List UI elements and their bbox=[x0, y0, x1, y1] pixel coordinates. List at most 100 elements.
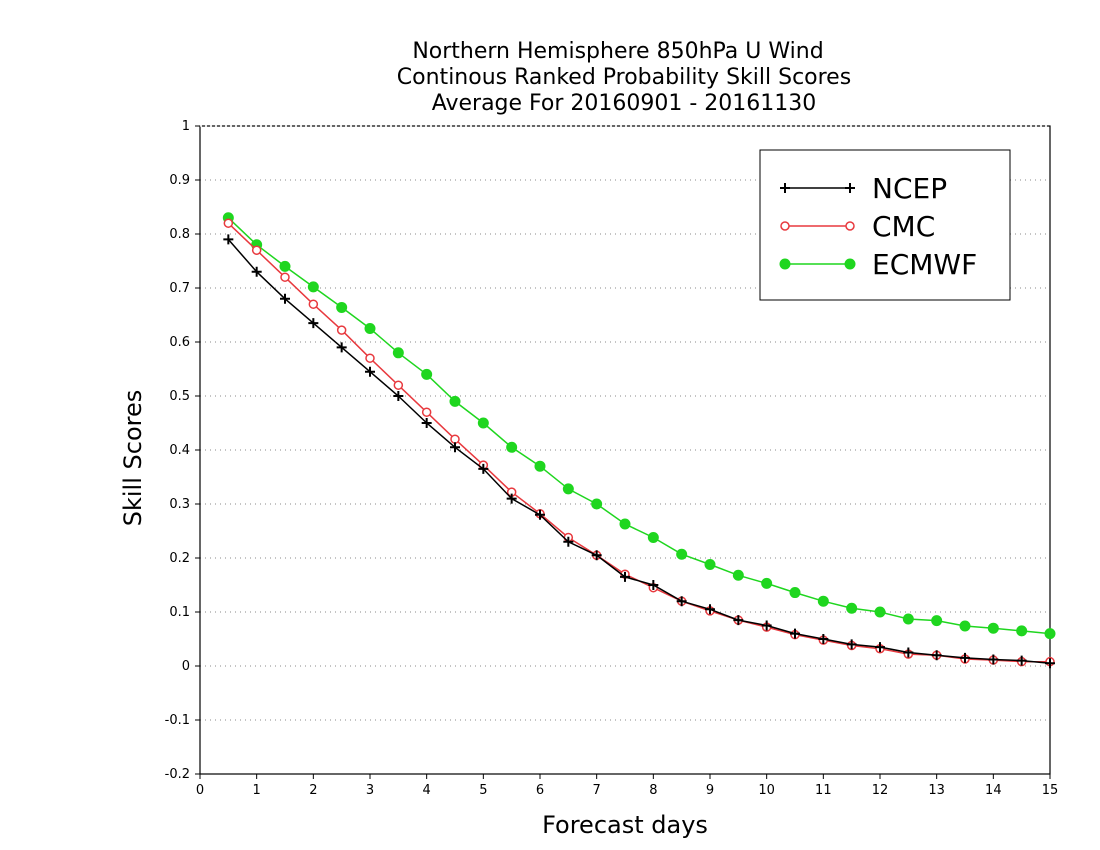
data-point bbox=[818, 634, 829, 644]
data-point bbox=[591, 498, 603, 510]
x-tick-label: 14 bbox=[985, 783, 1002, 798]
data-point bbox=[280, 293, 290, 304]
y-tick-label: 0.4 bbox=[169, 443, 190, 458]
x-tick-label: 0 bbox=[196, 783, 204, 798]
data-point bbox=[902, 613, 914, 625]
data-point bbox=[780, 221, 790, 231]
data-point bbox=[705, 604, 715, 615]
y-tick-label: -0.1 bbox=[165, 713, 190, 728]
legend-label: ECMWF bbox=[872, 248, 977, 281]
data-point bbox=[591, 550, 602, 561]
data-point bbox=[845, 221, 855, 231]
data-point bbox=[959, 620, 971, 632]
gridlines bbox=[200, 179, 1050, 721]
y-axis-label: Skill Scores bbox=[119, 390, 147, 527]
data-point bbox=[534, 460, 546, 472]
x-tick-label: 10 bbox=[758, 783, 775, 798]
data-point bbox=[931, 650, 942, 661]
data-point bbox=[364, 323, 376, 334]
data-point bbox=[563, 536, 574, 547]
legend-item-ncep: NCEP bbox=[780, 172, 947, 205]
data-point bbox=[931, 615, 943, 627]
legend-label: NCEP bbox=[872, 172, 947, 205]
y-tick-label: 0 bbox=[182, 659, 190, 674]
data-point bbox=[780, 183, 790, 193]
data-point bbox=[1016, 655, 1027, 666]
data-point bbox=[987, 622, 999, 634]
series-layer bbox=[222, 212, 1056, 669]
y-tick-label: 0.3 bbox=[169, 497, 190, 512]
data-point bbox=[393, 391, 404, 401]
data-point bbox=[846, 639, 857, 650]
series-line bbox=[227, 238, 1051, 665]
title-line-2: Continous Ranked Probability Skill Score… bbox=[397, 65, 851, 90]
data-point bbox=[1045, 658, 1055, 669]
y-tick-label: 0.8 bbox=[169, 227, 190, 242]
data-point bbox=[648, 580, 659, 590]
data-point bbox=[647, 531, 659, 543]
data-point bbox=[960, 652, 970, 663]
data-point bbox=[365, 366, 375, 377]
data-point bbox=[1044, 628, 1056, 640]
data-point bbox=[779, 258, 791, 270]
x-tick-label: 3 bbox=[366, 783, 374, 798]
x-tick-label: 4 bbox=[423, 783, 431, 798]
y-tick-label: 0.5 bbox=[169, 389, 190, 404]
data-point bbox=[421, 368, 433, 380]
data-point bbox=[477, 417, 489, 429]
data-point bbox=[421, 418, 432, 428]
y-tick-label: -0.2 bbox=[165, 767, 190, 782]
data-point bbox=[733, 615, 744, 626]
legend: NCEP CMC ECMWF bbox=[759, 149, 1011, 301]
x-tick-label: 12 bbox=[872, 783, 889, 798]
data-point bbox=[365, 353, 375, 363]
legend-item-ecmwf: ECMWF bbox=[779, 248, 977, 281]
x-tick-label: 9 bbox=[706, 783, 714, 798]
data-point bbox=[223, 234, 234, 245]
data-point bbox=[562, 483, 574, 495]
data-point bbox=[506, 493, 517, 504]
data-point bbox=[450, 442, 460, 453]
data-point bbox=[336, 301, 348, 313]
data-point bbox=[421, 407, 432, 417]
x-tick-label: 5 bbox=[479, 783, 487, 798]
x-tick-label: 7 bbox=[593, 783, 601, 798]
data-point bbox=[817, 595, 829, 607]
data-point bbox=[789, 587, 801, 599]
data-point bbox=[903, 647, 914, 658]
legend-label: CMC bbox=[872, 210, 935, 243]
data-point bbox=[336, 325, 347, 335]
data-point bbox=[251, 266, 262, 277]
legend-item-cmc: CMC bbox=[780, 210, 935, 243]
data-point bbox=[620, 571, 630, 582]
data-point bbox=[279, 260, 291, 272]
x-tick-label: 13 bbox=[928, 783, 945, 798]
data-point bbox=[676, 596, 687, 607]
data-point bbox=[280, 272, 290, 282]
data-point bbox=[874, 606, 886, 618]
y-tick-label: 1 bbox=[182, 119, 190, 134]
data-point bbox=[308, 299, 319, 309]
chart-title: Northern Hemisphere 850hPa U Wind Contin… bbox=[397, 39, 851, 116]
data-point bbox=[450, 434, 460, 444]
x-tick-label: 6 bbox=[536, 783, 544, 798]
data-point bbox=[704, 558, 716, 570]
x-tick-label: 1 bbox=[253, 783, 261, 798]
data-point bbox=[1016, 625, 1028, 637]
data-point bbox=[875, 642, 885, 653]
title-line-3: Average For 20160901 - 20161130 bbox=[432, 91, 817, 116]
x-axis-label: Forecast days bbox=[542, 811, 708, 839]
series-ncep bbox=[223, 234, 1055, 669]
x-tick-label: 11 bbox=[815, 783, 832, 798]
data-point bbox=[506, 441, 518, 453]
y-tick-label: 0.9 bbox=[169, 173, 190, 188]
y-tick-label: 0.2 bbox=[169, 551, 190, 566]
data-point bbox=[845, 183, 855, 193]
legend-box bbox=[759, 149, 1011, 301]
data-point bbox=[676, 548, 688, 560]
data-point bbox=[761, 577, 773, 589]
y-tick-label: 0.6 bbox=[169, 335, 190, 350]
data-point bbox=[732, 569, 744, 581]
x-tick-label: 8 bbox=[649, 783, 657, 798]
